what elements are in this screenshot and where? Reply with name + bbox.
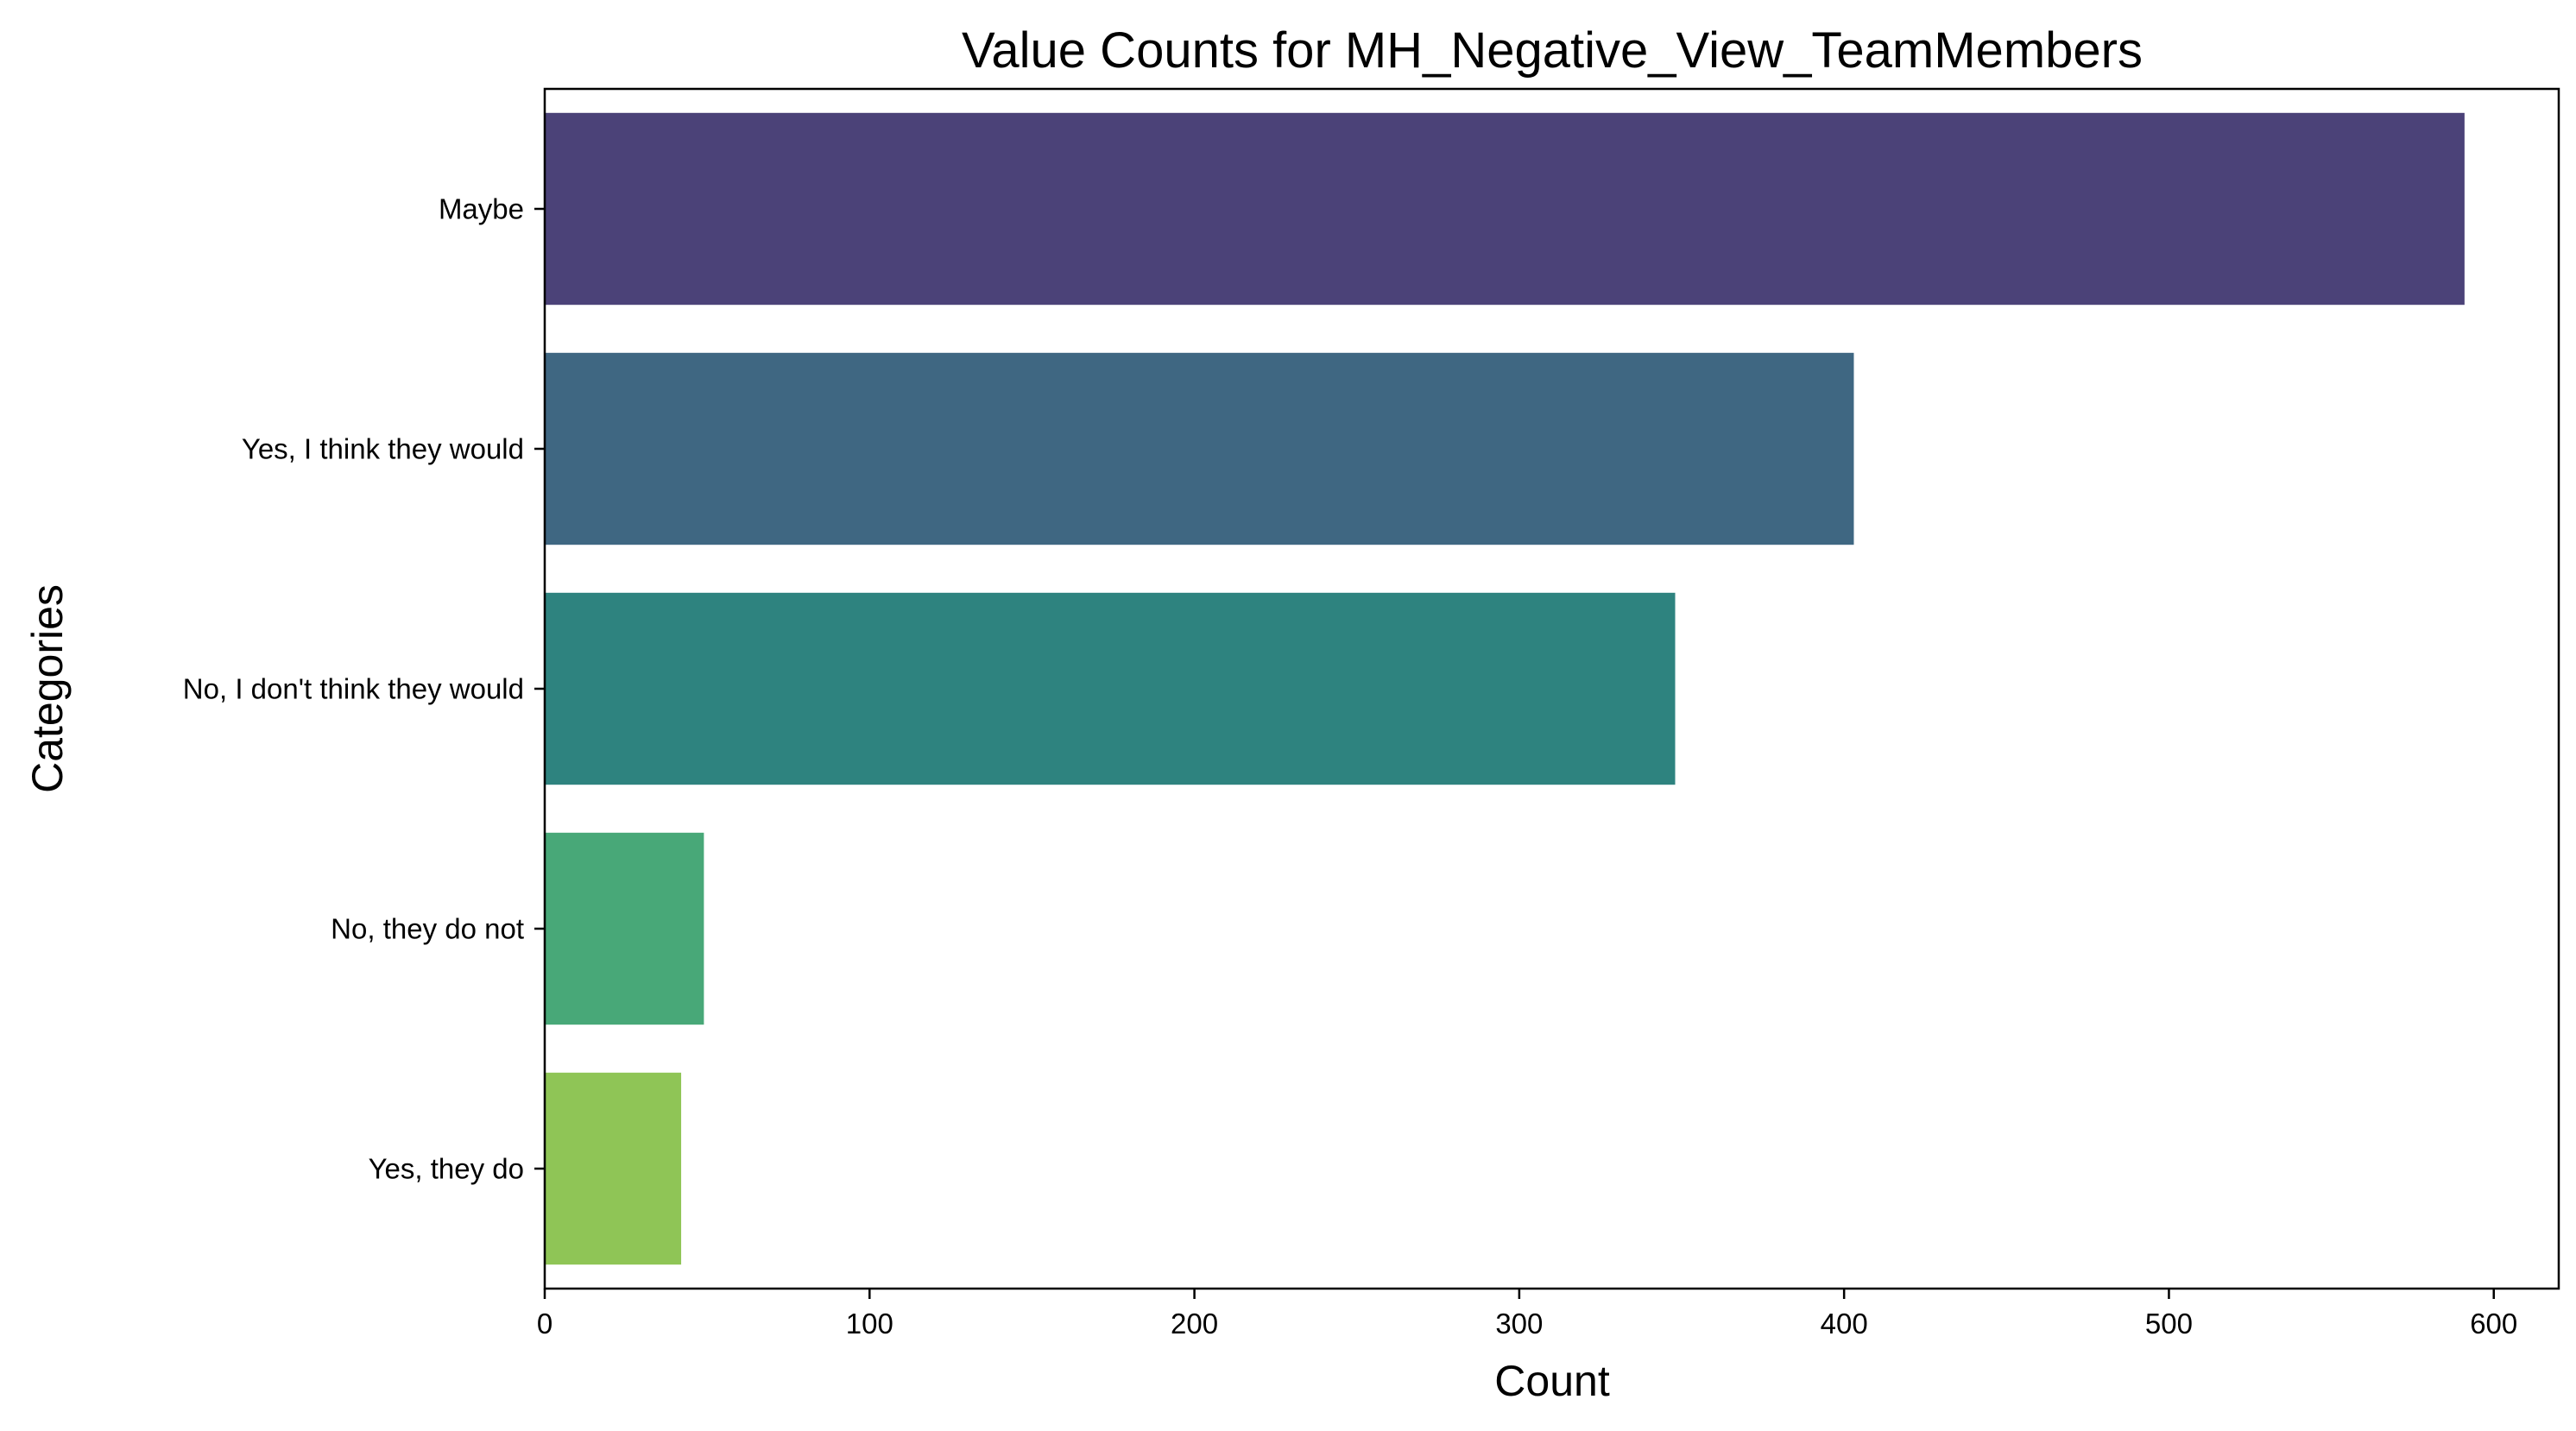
bar xyxy=(545,352,1854,545)
plot-frame xyxy=(543,87,2560,1290)
x-axis-label: Count xyxy=(1494,1357,1610,1405)
y-tick-label: Maybe xyxy=(439,193,524,225)
x-tick-label: 600 xyxy=(2470,1308,2517,1340)
y-tick-label: No, they do not xyxy=(331,913,524,945)
y-axis-label: Categories xyxy=(23,584,72,793)
y-tick-label: No, I don't think they would xyxy=(183,673,524,705)
y-axis: Maybe Yes, I think they would No, I don't … xyxy=(183,193,545,1185)
x-tick-label: 100 xyxy=(846,1308,893,1340)
x-tick-label: 200 xyxy=(1171,1308,1218,1340)
x-tick-label: 300 xyxy=(1495,1308,1543,1340)
x-axis: 0 100 200 300 400 500 600 xyxy=(537,1289,2517,1340)
x-tick-label: 400 xyxy=(1821,1308,1868,1340)
bar xyxy=(545,832,704,1025)
bars-group xyxy=(545,112,2465,1265)
bar xyxy=(545,1072,682,1265)
y-tick-label: Yes, they do xyxy=(369,1153,524,1185)
chart-title: Value Counts for MH_Negative_View_TeamMe… xyxy=(962,22,2143,79)
bar xyxy=(545,112,2465,306)
y-tick-label: Yes, I think they would xyxy=(242,433,524,465)
bar xyxy=(545,592,1676,785)
x-tick-label: 0 xyxy=(537,1308,552,1340)
x-tick-label: 500 xyxy=(2145,1308,2193,1340)
